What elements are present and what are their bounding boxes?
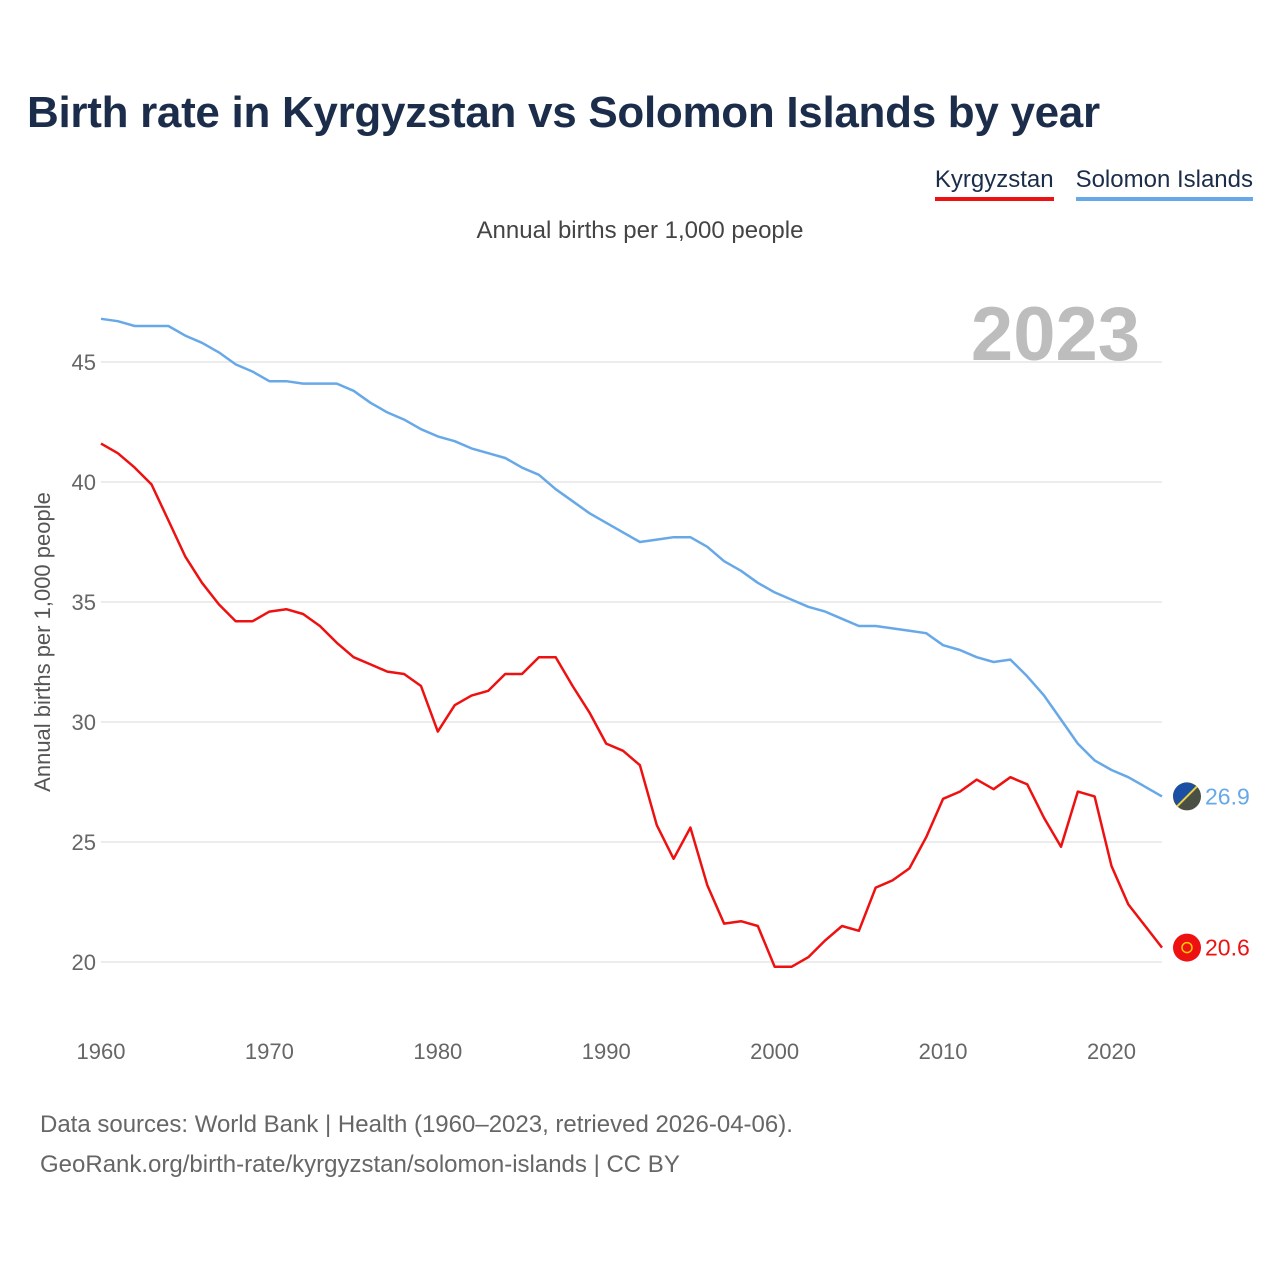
year-watermark: 2023 <box>971 292 1140 377</box>
flag-stripe <box>1176 785 1198 808</box>
legend-item-solomon-islands[interactable]: Solomon Islands <box>1075 166 1253 201</box>
source-line-2[interactable]: GeoRank.org/birth-rate/kyrgyzstan/solomo… <box>40 1151 680 1178</box>
x-tick-label: 1980 <box>413 1039 462 1064</box>
x-tick-label: 1990 <box>582 1039 631 1064</box>
end-value-label-kyrgyzstan: 20.6 <box>1205 935 1250 961</box>
chart-title: Birth rate in Kyrgyzstan vs Solomon Isla… <box>27 88 1100 137</box>
source-line-1: Data sources: World Bank | Health (1960–… <box>40 1111 793 1138</box>
series-line-kyrgyzstan <box>100 442 1163 969</box>
legend-item-kyrgyzstan[interactable]: Kyrgyzstan <box>934 166 1054 201</box>
flag-marker-kyrgyzstan <box>1173 933 1201 962</box>
x-tick-label: 1970 <box>245 1039 294 1064</box>
y-axis-label: Annual births per 1,000 people <box>30 492 55 792</box>
flag-sun-icon <box>1181 941 1193 954</box>
y-tick-label: 40 <box>72 470 96 495</box>
flag-blue-segment <box>1173 782 1197 807</box>
y-tick-label: 45 <box>72 350 96 375</box>
y-tick-label: 30 <box>72 710 96 735</box>
legend: Kyrgyzstan Solomon Islands <box>934 166 1253 201</box>
line-chart: 20 25 30 35 40 45 1960 1970 1980 1990 2000 2010 2020… <box>30 292 1250 1064</box>
series-line-solomon-islands <box>100 317 1163 798</box>
x-tick-label: 2010 <box>919 1039 968 1064</box>
y-tick-label: 20 <box>72 950 96 975</box>
x-tick-label: 1960 <box>77 1039 126 1064</box>
chart-subtitle: Annual births per 1,000 people <box>476 217 804 244</box>
x-tick-label: 2000 <box>750 1039 799 1064</box>
y-tick-label: 35 <box>72 590 96 615</box>
y-tick-label: 25 <box>72 830 96 855</box>
end-value-label-solomon-islands: 26.9 <box>1205 783 1250 809</box>
source-note: Data sources: World Bank | Health (1960–… <box>40 1105 793 1185</box>
x-tick-label: 2020 <box>1087 1039 1136 1064</box>
